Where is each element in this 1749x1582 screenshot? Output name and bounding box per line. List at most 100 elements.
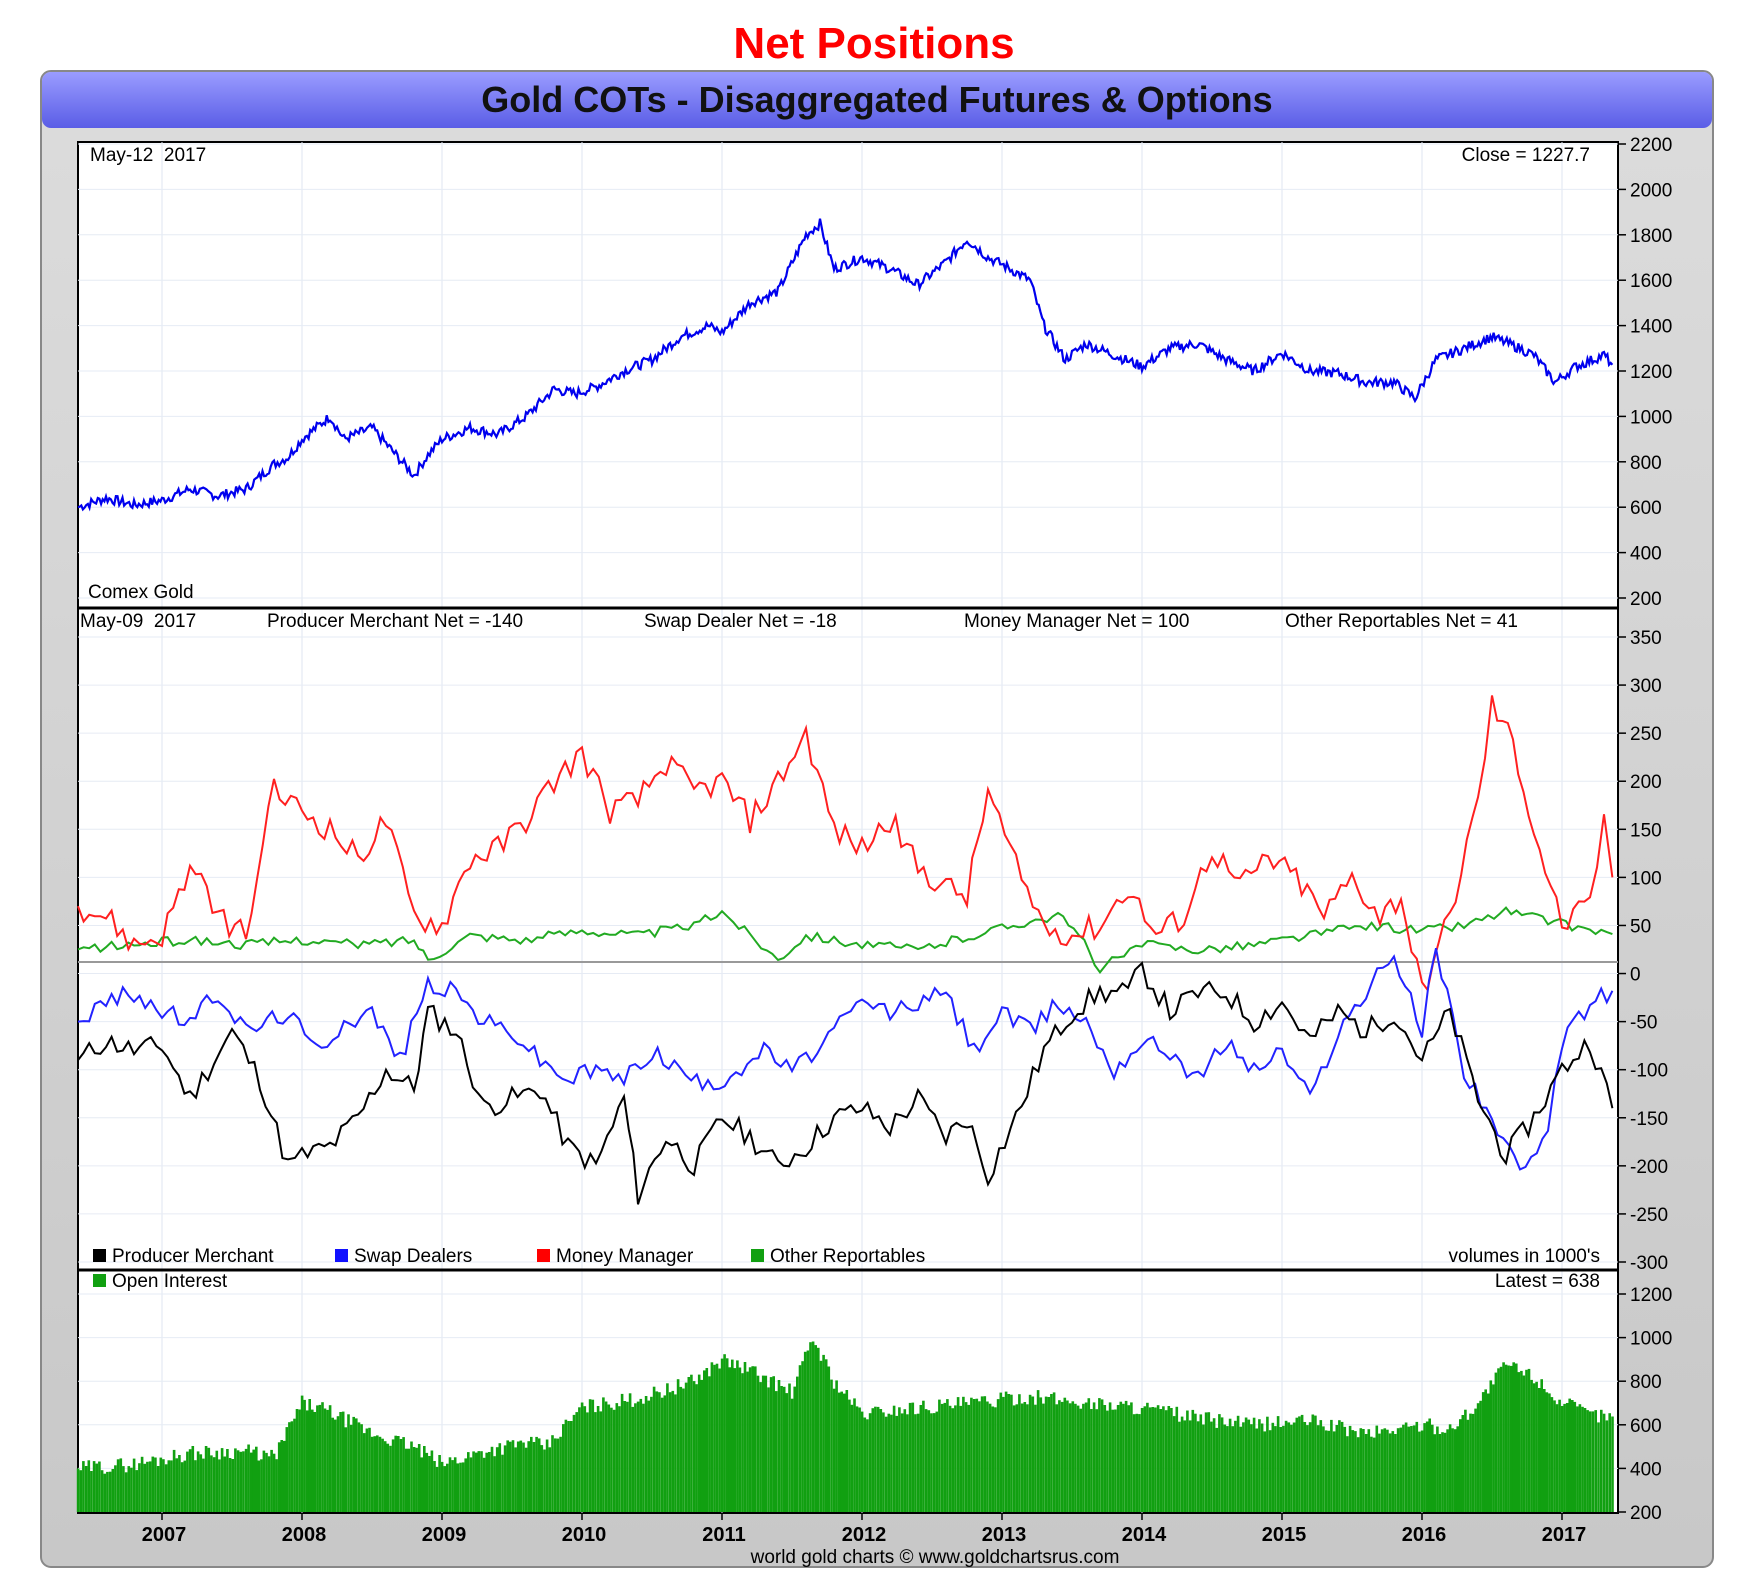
oi-bar [1044,1396,1048,1512]
oi-bar [433,1461,436,1512]
oi-bar [690,1374,693,1512]
oi-bar [135,1470,139,1512]
oi-bar [626,1401,629,1512]
oi-bar [477,1451,481,1512]
oi-bar [1282,1425,1285,1512]
oi-bar [1372,1437,1376,1512]
oi-bar [265,1452,268,1512]
oi-bar [988,1403,992,1512]
oi-bar [311,1409,314,1512]
oi-bar [1316,1425,1320,1512]
oi-bar [882,1412,885,1512]
oi-bar [684,1382,688,1512]
y-tick-label: 350 [1630,628,1662,649]
oi-bar [634,1403,637,1512]
y-tick-label: 600 [1630,1416,1662,1437]
y-tick-label: 300 [1630,676,1662,697]
oi-bar [1459,1419,1462,1512]
y-tick-label: -300 [1630,1253,1668,1274]
oi-bar [1268,1430,1272,1512]
oi-bar [1052,1392,1056,1512]
x-tick-label: 2014 [1122,1524,1167,1546]
oi-bar [827,1366,831,1512]
oi-bar [474,1452,478,1512]
oi-bar [1154,1407,1157,1512]
oi-bar [1028,1394,1032,1512]
oi-bar [220,1448,224,1512]
oi-bar [1611,1416,1614,1512]
oi-bar [514,1447,517,1512]
oi-bar [785,1393,789,1512]
oi-bar [1415,1421,1419,1512]
oi-bar [708,1376,711,1512]
x-tick-label: 2012 [842,1524,887,1546]
oi-bar [591,1399,595,1512]
oi-bar [1396,1428,1400,1512]
oi-bar [962,1396,965,1512]
oi-bar [1530,1379,1533,1512]
oi-bar [596,1406,600,1512]
x-tick-label: 2013 [982,1524,1027,1546]
oi-bar [1446,1429,1449,1512]
oi-bar [991,1406,995,1512]
oi-bar [440,1461,444,1512]
oi-bar [1271,1422,1275,1512]
oi-bar [700,1379,703,1512]
oi-bar [814,1345,817,1512]
oi-bar [679,1386,683,1512]
year-axis: 2007 2008 2009 2010 2011 2012 2013 2014 2015 2016… [142,1513,1586,1546]
oi-bar [321,1402,324,1512]
oi-bar [1215,1427,1219,1512]
y-tick-label: -200 [1630,1157,1668,1178]
oi-bar [1591,1411,1595,1512]
oi-bar [1026,1404,1029,1512]
oi-bar [186,1451,189,1512]
y-tick-label: 1600 [1630,271,1672,292]
oi-bar [822,1354,825,1512]
oi-bar [1186,1410,1189,1512]
oi-bar [1228,1418,1232,1512]
oi-bar [751,1366,754,1512]
oi-bar [519,1440,523,1512]
oi-bar [1247,1419,1251,1512]
oi-bar [868,1413,872,1512]
oi-bar [1425,1421,1429,1512]
oi-bar [159,1457,163,1512]
oi-bar [339,1412,342,1512]
oi-bar [1226,1426,1229,1512]
oi-bar [1608,1413,1611,1512]
oi-bar [360,1424,363,1512]
y-tick-label: 250 [1630,724,1662,745]
oi-bar [733,1368,737,1512]
oi-bar [1031,1396,1035,1512]
oi-bar [743,1362,747,1512]
oi-bar [1581,1406,1584,1512]
gold-price-line [77,218,1614,512]
oi-bar [1108,1402,1112,1512]
oi-bar [642,1403,645,1512]
oi-bar [453,1457,457,1512]
oi-bar [922,1400,925,1512]
oi-bar [318,1404,322,1512]
oi-bar [1364,1434,1368,1512]
oi-bar [1332,1431,1336,1512]
oi-bar [1082,1403,1085,1512]
oi-bar [718,1368,721,1512]
oi-bar [548,1447,552,1512]
oi-bar [1423,1423,1426,1512]
oi-bar [1502,1362,1505,1512]
oi-bar [196,1451,200,1512]
y-tick-label: 2000 [1630,180,1672,201]
oi-bar [639,1398,643,1512]
oi-bar [1522,1375,1526,1512]
oi-bar [1196,1421,1200,1512]
oi-bar [357,1422,361,1512]
oi-bar [954,1405,957,1512]
oi-bar [1095,1409,1099,1512]
y-tick-label: 2200 [1630,135,1672,156]
oi-bar [1433,1434,1437,1512]
oi-bar [580,1402,584,1512]
oi-bar [551,1435,554,1512]
oi-bar [1066,1400,1069,1512]
oi-bar [218,1459,221,1512]
